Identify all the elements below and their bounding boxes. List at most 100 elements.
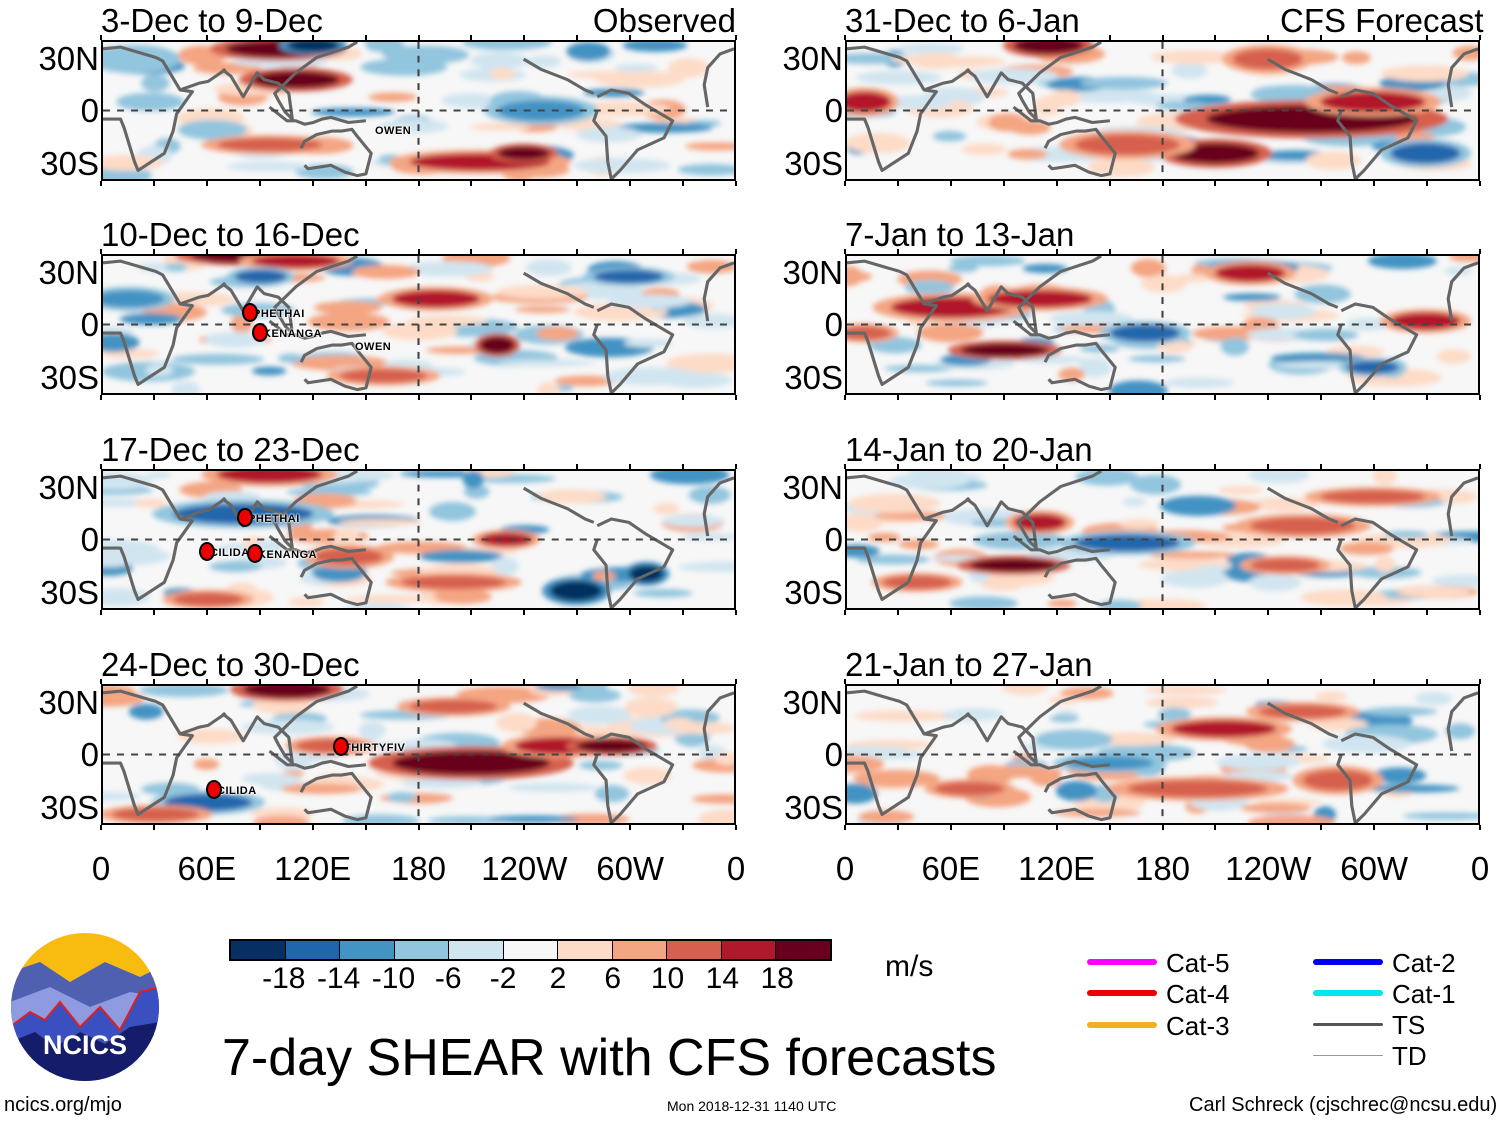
tick <box>470 35 473 40</box>
shear-contour <box>535 686 587 692</box>
shear-contour <box>686 259 734 274</box>
tick <box>629 249 632 254</box>
coastline <box>923 497 971 521</box>
shear-contour <box>858 810 915 823</box>
lon-label: 180 <box>390 850 447 887</box>
shear-contour <box>497 146 550 161</box>
shear-contour <box>119 313 183 326</box>
tick <box>844 610 846 615</box>
tick <box>1161 610 1164 615</box>
shear-contour <box>358 721 386 740</box>
legend-label: Cat-5 <box>1166 948 1230 978</box>
shear-contour <box>193 758 220 770</box>
panel-title: 7-Jan to 13-Jan <box>845 216 1075 253</box>
tick <box>576 35 579 40</box>
coastline <box>1336 732 1419 823</box>
tick <box>1108 679 1111 684</box>
coastline <box>1266 701 1339 739</box>
tick <box>1055 35 1058 40</box>
shear-contour <box>103 333 140 352</box>
shear-contour <box>392 290 480 308</box>
lat-label: 0 <box>80 306 99 343</box>
shear-contour <box>1127 780 1268 798</box>
shear-contour <box>339 369 428 383</box>
tick <box>1108 825 1111 830</box>
shear-contour <box>103 791 142 801</box>
shear-contour <box>1315 691 1347 702</box>
colorbar-swatch <box>557 941 612 959</box>
tick <box>682 35 685 40</box>
tick <box>576 181 579 186</box>
shear-contour <box>608 294 692 309</box>
tick <box>1108 181 1111 186</box>
colorbar-swatch <box>231 941 285 959</box>
tick <box>896 35 899 40</box>
colorbar-label: 18 <box>760 962 794 995</box>
footer-url[interactable]: ncics.org/mjo <box>4 1094 122 1116</box>
tick <box>152 181 155 186</box>
tick <box>1002 679 1005 684</box>
shear-contour <box>1047 599 1078 608</box>
tick <box>1055 249 1058 254</box>
tick <box>258 825 261 830</box>
shear-contour <box>488 815 579 823</box>
shear-contour <box>287 42 340 53</box>
coastline <box>1446 691 1478 752</box>
tick <box>523 181 526 186</box>
shear-contour <box>627 686 680 697</box>
tick <box>1055 464 1058 469</box>
lat-label: 30S <box>784 359 843 396</box>
shear-contour <box>1243 735 1295 753</box>
shear-contour <box>882 575 953 590</box>
tick <box>205 181 208 186</box>
coastline <box>179 712 227 736</box>
shear-contour <box>689 561 734 572</box>
tick <box>311 610 314 615</box>
legend-label: TD <box>1392 1041 1427 1071</box>
coastline <box>702 47 734 108</box>
shear-contour <box>360 58 448 76</box>
lon-label: 0 <box>726 850 746 887</box>
shear-contour <box>1341 51 1371 65</box>
shear-map-observed-1 <box>101 40 736 181</box>
coastline <box>221 686 358 765</box>
tick <box>258 679 261 684</box>
tick <box>629 35 632 40</box>
tick <box>682 249 685 254</box>
shear-contour <box>931 472 983 481</box>
tick <box>1108 249 1111 254</box>
tick <box>629 181 632 186</box>
coastline <box>965 256 1102 335</box>
tick <box>629 679 632 684</box>
shear-contour <box>490 556 519 576</box>
tick <box>1479 35 1481 40</box>
colorbar-label: 10 <box>650 962 685 995</box>
shear-contour <box>1449 256 1478 263</box>
tick <box>735 35 737 40</box>
tick <box>576 825 579 830</box>
tick <box>1108 35 1111 40</box>
shear-contour <box>1124 598 1207 608</box>
tick <box>1479 181 1481 186</box>
tick <box>1002 35 1005 40</box>
lon-label: 120E <box>274 850 352 887</box>
tick <box>1426 395 1429 400</box>
tick <box>1320 464 1323 469</box>
coastline <box>847 474 938 601</box>
shear-contour <box>573 158 671 174</box>
lat-label: 30N <box>782 469 843 506</box>
shear-contour <box>277 353 304 363</box>
coastline <box>268 319 367 340</box>
shear-contour <box>853 710 951 722</box>
shear-contour <box>1118 519 1160 529</box>
shear-contour <box>536 489 607 504</box>
tick <box>949 825 952 830</box>
shear-contour <box>514 306 571 314</box>
tick <box>844 679 846 684</box>
shear-contour <box>1001 686 1049 696</box>
legend-line-ts <box>1313 1022 1383 1026</box>
tick <box>100 35 102 40</box>
tick <box>844 249 846 254</box>
colorbar-label: -6 <box>434 962 462 995</box>
lat-label: 0 <box>824 92 843 129</box>
